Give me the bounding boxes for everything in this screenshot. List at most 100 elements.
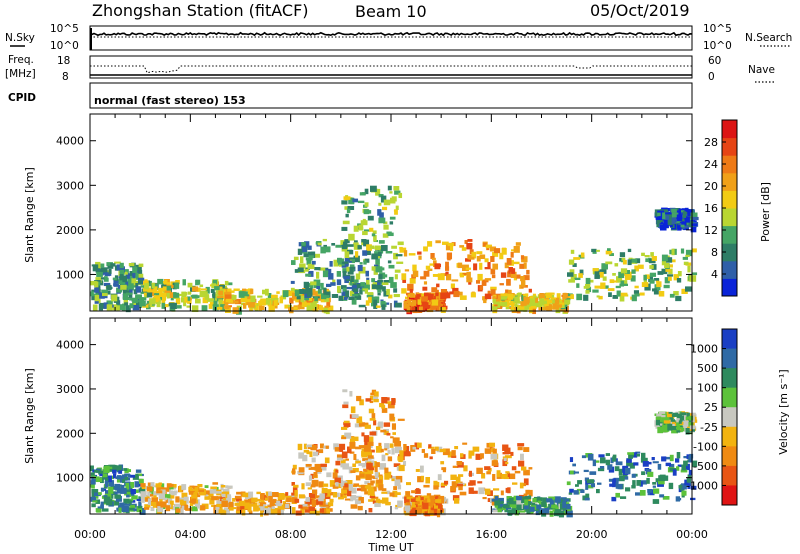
echo-cell-0 [98,303,104,311]
echo-cell-4 [344,483,349,488]
echo-cell-2 [240,297,248,303]
echo-cell-0 [133,289,138,295]
echo-cell-8 [658,291,665,297]
power-colorbar-label: Power [dB] [759,182,772,242]
echo-cell-4 [344,432,352,439]
echo-cell-8 [611,496,617,502]
echo-cell-7 [556,293,561,300]
echo-cell-4 [372,284,377,289]
velocity-colorbar-tick-label: 500 [697,362,718,375]
date-label: 05/Oct/2019 [590,1,690,20]
echo-cell-5 [456,483,464,487]
echo-cell-0 [123,490,131,494]
echo-cell-4 [365,449,373,457]
echo-cell-5 [470,292,476,298]
echo-cell-9 [681,221,687,226]
echo-cell-4 [383,199,391,206]
echo-cell-4 [357,505,363,511]
echo-cell-4 [351,259,355,264]
echo-cell-1 [223,285,227,288]
echo-cell-3 [365,270,370,277]
echo-cell-0 [90,496,97,502]
echo-cell-8 [668,482,674,490]
echo-cell-8 [649,272,657,277]
echo-cell-8 [653,488,660,494]
echo-cell-5 [447,242,454,247]
echo-cell-7 [550,297,557,300]
echo-cell-0 [124,477,129,480]
echo-cell-4 [378,499,383,504]
echo-cell-0 [137,473,143,477]
power-colorbar-segment [722,278,737,297]
beam-label: Beam 10 [355,2,427,21]
echo-cell-1 [204,485,209,489]
echo-cell-8 [609,279,615,284]
echo-cell-1 [144,279,148,284]
echo-cell-2 [218,290,223,296]
echo-cell-3 [344,257,350,262]
echo-cell-3 [310,281,317,286]
echo-cell-5 [451,481,458,488]
echo-cell-3 [316,271,320,279]
echo-cell-4 [362,250,368,256]
echo-cell-3 [324,291,331,298]
echo-cell-0 [113,279,119,284]
echo-cell-8 [612,273,616,276]
echo-cell-3 [291,260,296,265]
echo-cell-8 [640,457,648,463]
echo-cell-8 [619,296,625,302]
echo-cell-4 [342,485,349,493]
echo-cell-5 [460,453,464,458]
echo-cell-2 [313,495,321,499]
echo-cell-5 [501,248,507,255]
echo-cell-8 [609,483,615,487]
echo-cell-3 [335,460,341,466]
echo-cell-1 [147,491,152,497]
echo-cell-3 [355,495,362,499]
echo-cell-4 [367,486,374,492]
echo-cell-7 [494,505,498,508]
echo-cell-5 [403,461,407,466]
echo-cell-4 [396,261,404,264]
echo-cell-5 [435,289,439,294]
echo-cell-8 [645,469,652,475]
echo-cell-7 [525,293,529,297]
echo-cell-0 [94,287,99,293]
echo-cell-4 [368,508,373,513]
echo-cell-4 [350,470,356,473]
echo-cell-4 [374,502,381,508]
echo-cell-4 [361,450,367,456]
echo-cell-2 [221,500,228,508]
echo-cell-2 [320,297,326,303]
echo-cell-3 [314,296,318,302]
echo-cell-4 [360,282,366,287]
echo-cell-1 [162,286,169,293]
echo-cell-3 [323,492,328,496]
echo-cell-1 [166,285,172,293]
echo-cell-0 [135,294,143,299]
echo-cell-6 [435,499,442,503]
echo-cell-5 [523,262,527,269]
echo-cell-5 [481,279,487,286]
echo-cell-5 [450,283,455,289]
echo-cell-8 [682,256,689,260]
echo-cell-9 [663,420,671,424]
echo-cell-1 [199,284,204,288]
echo-cell-3 [297,267,304,273]
echo-cell-2 [268,495,273,503]
echo-cell-5 [422,286,428,291]
echo-cell-0 [126,490,131,498]
echo-cell-5 [427,268,433,271]
echo-cell-4 [391,245,397,249]
echo-cell-9 [671,427,679,434]
echo-cell-4 [382,274,388,278]
echo-cell-9 [678,424,685,429]
echo-cell-1 [214,286,220,291]
echo-cell-8 [600,282,606,289]
echo-cell-8 [664,277,670,284]
echo-cell-5 [409,289,413,296]
echo-cell-5 [468,256,475,260]
echo-cell-1 [163,282,171,285]
echo-cell-2 [242,288,247,292]
echo-cell-3 [336,475,343,480]
